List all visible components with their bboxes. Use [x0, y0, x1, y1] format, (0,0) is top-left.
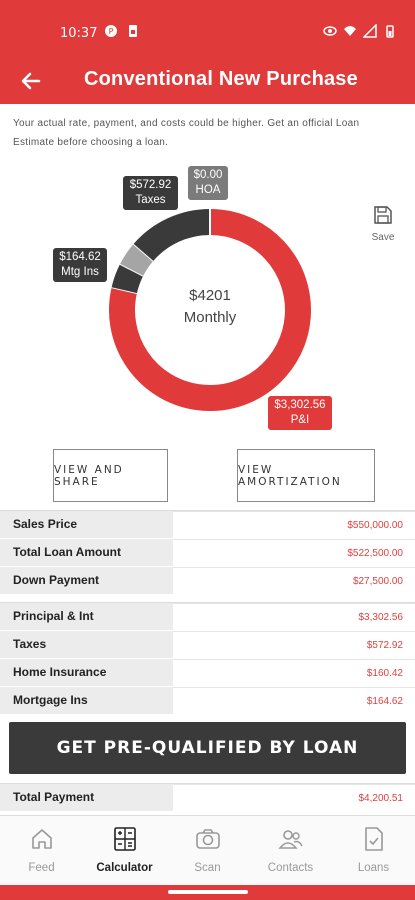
disclaimer-text: Your actual rate, payment, and costs cou… [13, 118, 360, 148]
mtg-ins-value-label: $164.62 [59, 251, 101, 263]
save-icon [374, 206, 392, 224]
back-arrow-icon[interactable] [18, 68, 44, 94]
row-value: $27,500.00 [173, 567, 415, 594]
taxes-tooltip: $572.92 Taxes [123, 176, 178, 210]
save-label: Save [371, 232, 395, 243]
monthly-label: Monthly [183, 309, 237, 326]
donut-slice-p-i [109, 209, 311, 411]
nav-label: Calculator [96, 862, 153, 874]
gesture-handle[interactable] [168, 890, 248, 894]
table-row: Home Insurance $160.42 [0, 659, 415, 687]
nav-item-feed[interactable]: Feed [0, 816, 83, 885]
view-amortization-button[interactable]: VIEW AMORTIZATION [237, 449, 375, 502]
loan-table: Sales Price $550,000.00 Total Loan Amount… [0, 511, 415, 595]
donut-slice-taxes [133, 209, 211, 262]
divider [0, 510, 415, 511]
hoa-value-label: $0.00 [193, 169, 223, 181]
row-label: Taxes [0, 631, 173, 658]
mtg-ins-tooltip: $164.62 Mtg Ins [53, 248, 107, 282]
save-button[interactable]: Save [367, 205, 399, 245]
row-value: $3,302.56 [173, 603, 415, 630]
pi-tooltip: $3,302.56 P&I [268, 396, 332, 430]
get-prequalified-button[interactable]: GET PRE-QUALIFIED BY LOAN [9, 722, 406, 774]
row-value: $160.42 [173, 659, 415, 686]
nav-label: Contacts [267, 862, 314, 874]
row-label: Principal & Int [0, 603, 173, 630]
donut-slice-home-insurance [120, 243, 154, 277]
signal-icon [363, 24, 377, 38]
table-row: Principal & Int $3,302.56 [0, 603, 415, 631]
nav-label: Scan [194, 862, 221, 874]
pi-value-label: $3,302.56 [274, 399, 326, 411]
home-icon [31, 829, 52, 849]
table-row: Mortgage Ins $164.62 [0, 687, 415, 715]
battery-icon [386, 25, 394, 38]
pi-name-label: P&I [290, 414, 310, 426]
row-label: Total Payment [0, 784, 173, 811]
nav-item-scan[interactable]: Scan [166, 816, 249, 885]
nav-item-contacts[interactable]: Contacts [249, 816, 332, 885]
status-bar: 10:37 P [0, 0, 415, 62]
contacts-icon [277, 830, 303, 849]
row-label: Down Payment [0, 567, 173, 594]
camera-icon [195, 829, 220, 849]
mtg-ins-name-label: Mtg Ins [61, 266, 99, 278]
row-value: $4,200.51 [173, 784, 415, 811]
table-row: Total Payment $4,200.51 [0, 784, 415, 812]
calculator-icon [113, 827, 136, 851]
nav-item-loans[interactable]: Loans [332, 816, 415, 885]
monthly-total: $4201 [189, 287, 231, 304]
taxes-name-label: Taxes [135, 194, 166, 206]
nav-item-calculator[interactable]: Calculator [83, 816, 166, 885]
donut-separator [119, 263, 144, 277]
table-row: Taxes $572.92 [0, 631, 415, 659]
bottom-nav: Feed Calculator Scan Contacts Loans [0, 815, 415, 885]
divider [0, 602, 415, 603]
page-title: Conventional New Purchase [84, 68, 358, 90]
payment-table: Principal & Int $3,302.56 Taxes $572.92 Ho… [0, 603, 415, 715]
total-table: Total Payment $4,200.51 [0, 784, 415, 812]
document-icon [364, 827, 383, 851]
sim-icon [129, 25, 137, 37]
row-label: Mortgage Ins [0, 687, 173, 714]
hoa-name-label: HOA [195, 184, 221, 196]
row-value: $572.92 [173, 631, 415, 658]
svg-text:P: P [109, 27, 114, 36]
row-label: Total Loan Amount [0, 539, 173, 566]
table-row: Sales Price $550,000.00 [0, 511, 415, 539]
app-bar: Conventional New Purchase [0, 62, 415, 104]
donut-chart [109, 209, 311, 411]
donut-slice-mtg-ins [111, 263, 144, 294]
row-value: $164.62 [173, 687, 415, 714]
payment-chart: $0.00 HOA $572.92 Taxes $164.62 Mtg Ins $3,… [0, 160, 415, 440]
row-label: Sales Price [0, 511, 173, 538]
divider [0, 783, 415, 784]
gesture-area [0, 885, 415, 900]
notification-icon: P [105, 25, 117, 37]
nav-label: Loans [357, 862, 390, 874]
taxes-value-label: $572.92 [129, 179, 172, 191]
view-and-share-button[interactable]: VIEW AND SHARE [53, 449, 168, 502]
wifi-icon [344, 26, 356, 36]
row-value: $522,500.00 [173, 539, 415, 566]
hoa-tooltip: $0.00 HOA [188, 166, 228, 200]
status-time: 10:37 [60, 26, 98, 41]
row-value: $550,000.00 [173, 511, 415, 538]
row-label: Home Insurance [0, 659, 173, 686]
nav-label: Feed [28, 862, 55, 874]
eye-icon [323, 26, 337, 36]
table-row: Down Payment $27,500.00 [0, 567, 415, 595]
table-row: Total Loan Amount $522,500.00 [0, 539, 415, 567]
